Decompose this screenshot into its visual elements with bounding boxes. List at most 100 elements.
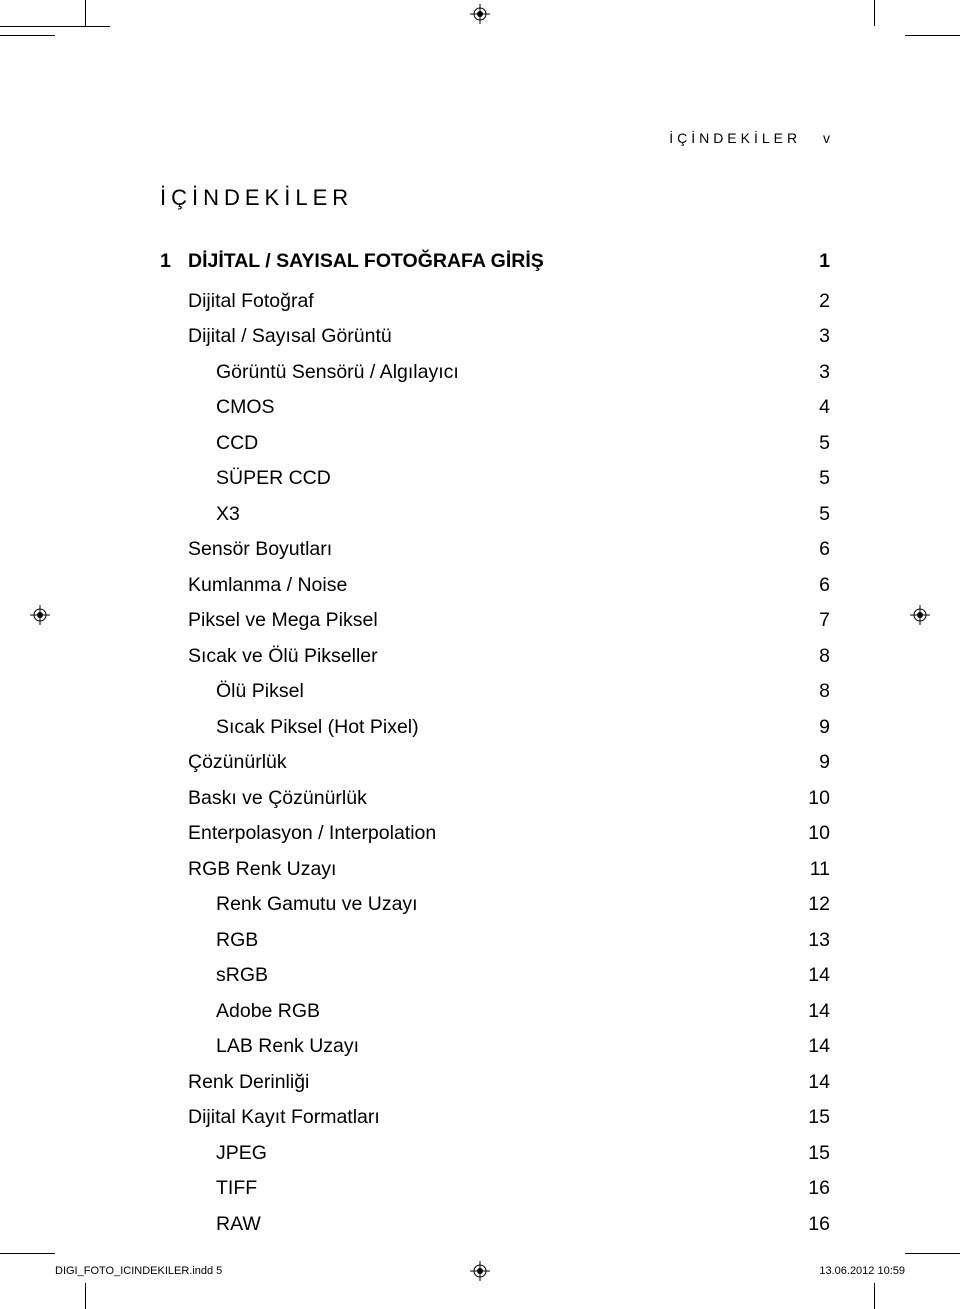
toc-chapter-label: 1DİJİTAL / SAYISAL FOTOĞRAFA GİRİŞ (160, 252, 544, 272)
toc-row: Renk Gamutu ve Uzayı 12 (160, 895, 830, 915)
toc-entry-label: Dijital Kayıt Formatları (160, 1108, 380, 1128)
crop-mark (905, 1253, 960, 1254)
toc-entry-page: 14 (808, 966, 830, 986)
toc-entry-page: 5 (819, 434, 830, 454)
registration-mark-icon (910, 605, 930, 625)
toc-entry-label: Renk Derinliği (160, 1073, 309, 1093)
toc-entry-label: Piksel ve Mega Piksel (160, 611, 378, 631)
registration-mark-icon (30, 605, 50, 625)
crop-mark (874, 0, 875, 26)
toc-entry-label: CCD (160, 434, 258, 454)
toc-entry-label: Baskı ve Çözünürlük (160, 789, 367, 809)
running-head-page: v (823, 130, 830, 146)
toc-row: TIFF 16 (160, 1179, 830, 1199)
toc-entry-page: 4 (819, 398, 830, 418)
toc-row: LAB Renk Uzayı 14 (160, 1037, 830, 1057)
toc-entry-page: 8 (819, 682, 830, 702)
running-head-label: İÇİNDEKİLER (669, 130, 801, 146)
toc-entry-page: 3 (819, 327, 830, 347)
running-head: İÇİNDEKİLER v (669, 130, 830, 146)
toc-row: Sensör Boyutları 6 (160, 540, 830, 560)
toc-entry-label: RGB Renk Uzayı (160, 860, 336, 880)
toc-entry-label: sRGB (160, 966, 268, 986)
slug-datetime: 13.06.2012 10:59 (819, 1265, 905, 1277)
toc-entry-page: 10 (808, 789, 830, 809)
toc-entry-label: Çözünürlük (160, 753, 287, 773)
toc-entry-page: 14 (808, 1002, 830, 1022)
toc-entries: Dijital Fotoğraf 2 Dijital / Sayısal Görün… (160, 292, 830, 1235)
toc-entry-label: Sıcak ve Ölü Pikseller (160, 647, 378, 667)
toc-entry-page: 14 (808, 1073, 830, 1093)
toc-row: sRGB 14 (160, 966, 830, 986)
toc-entry-label: LAB Renk Uzayı (160, 1037, 359, 1057)
toc-row: JPEG 15 (160, 1144, 830, 1164)
toc-row: CMOS 4 (160, 398, 830, 418)
toc-row: Ölü Piksel 8 (160, 682, 830, 702)
toc-row: Baskı ve Çözünürlük 10 (160, 789, 830, 809)
toc-entry-page: 8 (819, 647, 830, 667)
crop-mark (0, 35, 55, 36)
crop-mark (874, 1283, 875, 1309)
page-title: İÇİNDEKİLER (160, 185, 353, 211)
toc-entry-label: Sensör Boyutları (160, 540, 332, 560)
toc-row: Enterpolasyon / Interpolation10 (160, 824, 830, 844)
toc-entry-page: 9 (819, 718, 830, 738)
toc-entry-page: 7 (819, 611, 830, 631)
toc-row: Adobe RGB 14 (160, 1002, 830, 1022)
toc-entry-label: TIFF (160, 1179, 257, 1199)
toc-row: Dijital Kayıt Formatları 15 (160, 1108, 830, 1128)
crop-mark (85, 0, 86, 26)
toc-chapter-title: DİJİTAL / SAYISAL FOTOĞRAFA GİRİŞ (188, 250, 544, 272)
toc-entry-page: 6 (819, 540, 830, 560)
toc-row: RGB Renk Uzayı 11 (160, 860, 830, 880)
toc-entry-page: 13 (808, 931, 830, 951)
toc-entry-label: Ölü Piksel (160, 682, 304, 702)
toc-entry-page: 2 (819, 292, 830, 312)
toc-row: Piksel ve Mega Piksel 7 (160, 611, 830, 631)
toc-entry-label: Dijital / Sayısal Görüntü (160, 327, 392, 347)
toc-entry-page: 15 (808, 1144, 830, 1164)
toc-entry-label: Dijital Fotoğraf (160, 292, 314, 312)
toc-entry-label: Enterpolasyon / Interpolation (160, 824, 436, 844)
toc-row: SÜPER CCD 5 (160, 469, 830, 489)
toc-entry-page: 12 (808, 895, 830, 915)
toc-row: Sıcak ve Ölü Pikseller 8 (160, 647, 830, 667)
toc-entry-page: 15 (808, 1108, 830, 1128)
toc-entry-label: RAW (160, 1215, 261, 1235)
crop-mark (85, 1283, 86, 1309)
toc-row: RGB 13 (160, 931, 830, 951)
table-of-contents: 1DİJİTAL / SAYISAL FOTOĞRAFA GİRİŞ 1 Dij… (160, 252, 830, 1250)
toc-entry-page: 5 (819, 469, 830, 489)
toc-entry-page: 16 (808, 1179, 830, 1199)
print-slug: DIGI_FOTO_ICINDEKILER.indd 5 13.06.2012 … (55, 1265, 905, 1277)
toc-entry-page: 9 (819, 753, 830, 773)
toc-entry-label: Adobe RGB (160, 1002, 320, 1022)
toc-entry-page: 3 (819, 363, 830, 383)
slug-file: DIGI_FOTO_ICINDEKILER.indd 5 (55, 1265, 222, 1277)
toc-row: Dijital / Sayısal Görüntü 3 (160, 327, 830, 347)
toc-row: Dijital Fotoğraf 2 (160, 292, 830, 312)
page: İÇİNDEKİLER v İÇİNDEKİLER 1DİJİTAL / SAY… (0, 0, 960, 1309)
toc-chapter-number: 1 (160, 252, 188, 272)
toc-chapter-row: 1DİJİTAL / SAYISAL FOTOĞRAFA GİRİŞ 1 (160, 252, 830, 272)
toc-entry-label: CMOS (160, 398, 275, 418)
toc-entry-label: X3 (160, 505, 240, 525)
registration-mark-icon (470, 4, 490, 24)
toc-entry-label: Renk Gamutu ve Uzayı (160, 895, 418, 915)
toc-row: Çözünürlük 9 (160, 753, 830, 773)
crop-mark (0, 1253, 55, 1254)
toc-entry-label: SÜPER CCD (160, 469, 331, 489)
toc-row: RAW 16 (160, 1215, 830, 1235)
toc-entry-label: JPEG (160, 1144, 267, 1164)
toc-entry-page: 16 (808, 1215, 830, 1235)
toc-row: CCD 5 (160, 434, 830, 454)
toc-entry-page: 11 (810, 860, 830, 880)
toc-entry-page: 14 (808, 1037, 830, 1057)
toc-entry-label: RGB (160, 931, 258, 951)
toc-row: Renk Derinliği 14 (160, 1073, 830, 1093)
toc-row: Sıcak Piksel (Hot Pixel) 9 (160, 718, 830, 738)
toc-entry-label: Kumlanma / Noise (160, 576, 347, 596)
toc-entry-label: Sıcak Piksel (Hot Pixel) (160, 718, 419, 738)
toc-row: X35 (160, 505, 830, 525)
crop-mark (905, 35, 960, 36)
